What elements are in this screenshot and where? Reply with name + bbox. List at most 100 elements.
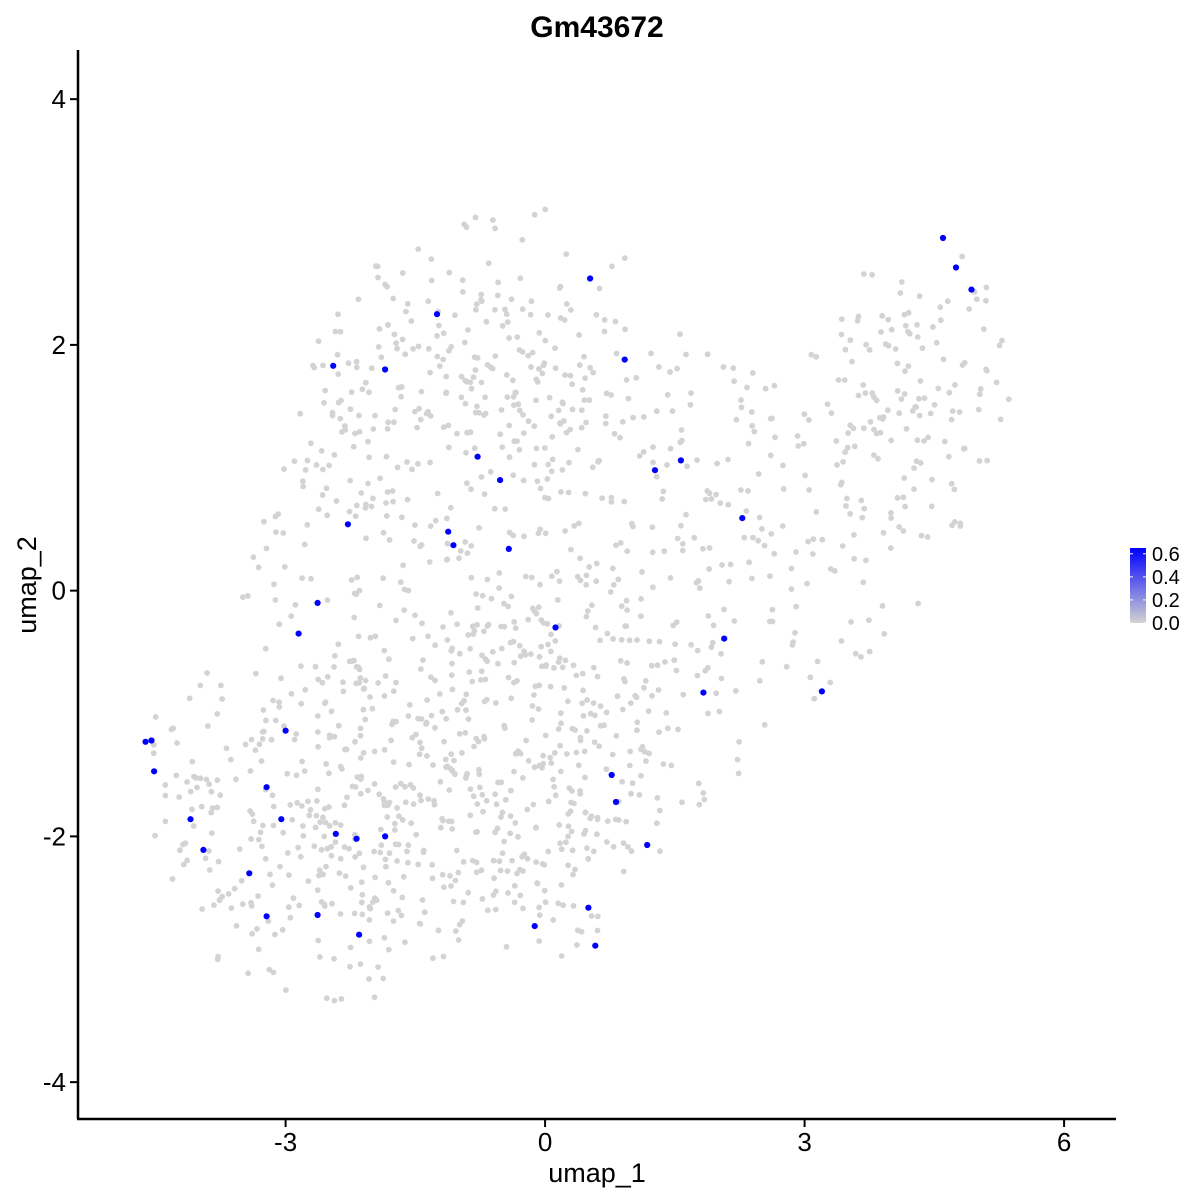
background-point bbox=[463, 691, 470, 698]
background-point bbox=[321, 399, 327, 406]
background-point bbox=[368, 503, 375, 510]
background-point bbox=[898, 279, 905, 285]
background-point bbox=[511, 402, 517, 408]
background-point bbox=[333, 498, 340, 504]
background-point bbox=[852, 650, 859, 657]
expressing-point bbox=[644, 841, 651, 849]
background-point bbox=[356, 850, 363, 857]
background-point bbox=[539, 663, 545, 670]
background-point bbox=[688, 390, 694, 396]
background-point bbox=[418, 797, 424, 804]
background-point bbox=[402, 939, 408, 946]
background-point bbox=[507, 813, 514, 819]
background-point bbox=[466, 669, 473, 675]
background-point bbox=[464, 770, 470, 777]
background-point bbox=[841, 377, 848, 383]
background-point bbox=[348, 389, 355, 395]
expressing-point bbox=[474, 453, 481, 460]
background-point bbox=[696, 801, 703, 808]
background-point bbox=[505, 674, 512, 681]
background-point bbox=[489, 365, 496, 372]
background-point bbox=[519, 853, 525, 860]
background-point bbox=[642, 678, 649, 684]
background-point bbox=[342, 426, 349, 433]
background-point bbox=[502, 796, 509, 803]
background-point bbox=[371, 848, 377, 855]
background-point bbox=[619, 778, 625, 785]
background-point bbox=[409, 734, 416, 741]
background-point bbox=[505, 890, 511, 896]
background-point bbox=[609, 263, 615, 270]
background-point bbox=[258, 758, 265, 764]
background-point bbox=[454, 621, 460, 628]
background-point bbox=[366, 904, 373, 910]
background-point bbox=[256, 741, 263, 748]
background-point bbox=[299, 758, 305, 765]
background-point bbox=[719, 562, 725, 568]
background-point bbox=[549, 433, 556, 440]
background-point bbox=[517, 892, 524, 899]
background-point bbox=[597, 637, 603, 644]
background-point bbox=[324, 673, 331, 680]
background-point bbox=[643, 758, 649, 764]
background-point bbox=[838, 331, 845, 338]
background-point bbox=[482, 394, 488, 401]
expressing-point bbox=[587, 275, 594, 282]
background-point bbox=[334, 351, 341, 358]
background-point bbox=[392, 827, 398, 833]
background-point bbox=[892, 346, 899, 352]
background-point bbox=[668, 762, 675, 769]
background-point bbox=[449, 645, 456, 652]
background-point bbox=[594, 913, 601, 920]
background-point bbox=[414, 424, 420, 431]
background-point bbox=[909, 408, 916, 414]
background-point bbox=[320, 466, 326, 473]
y-axis-ticks: -4 -2 0 2 4 bbox=[43, 84, 78, 1097]
background-point bbox=[301, 768, 308, 774]
background-point bbox=[613, 542, 619, 549]
background-point bbox=[492, 906, 499, 913]
background-point bbox=[645, 708, 652, 714]
expressing-point bbox=[246, 870, 253, 877]
background-point bbox=[861, 505, 868, 512]
background-point bbox=[255, 836, 262, 843]
background-point bbox=[406, 761, 412, 768]
background-point bbox=[680, 691, 687, 698]
background-point bbox=[675, 726, 681, 733]
background-point bbox=[515, 833, 521, 840]
background-point bbox=[617, 434, 623, 441]
background-point bbox=[409, 466, 415, 473]
background-point bbox=[346, 845, 352, 852]
background-point bbox=[859, 514, 866, 521]
background-point bbox=[448, 672, 455, 678]
background-point bbox=[541, 861, 548, 868]
background-point bbox=[446, 347, 452, 354]
background-point bbox=[478, 296, 484, 303]
background-point bbox=[587, 364, 593, 371]
background-point bbox=[358, 899, 365, 906]
background-point bbox=[459, 277, 466, 284]
background-point bbox=[376, 791, 383, 798]
background-point bbox=[434, 353, 441, 360]
background-point bbox=[594, 927, 601, 934]
background-point bbox=[956, 409, 963, 415]
background-point bbox=[392, 406, 399, 413]
background-point bbox=[458, 373, 465, 380]
background-point bbox=[483, 797, 490, 804]
background-point bbox=[949, 408, 956, 414]
background-point bbox=[556, 285, 563, 291]
background-point bbox=[534, 478, 541, 485]
background-point bbox=[323, 485, 330, 492]
background-point bbox=[801, 411, 808, 418]
background-point bbox=[529, 703, 536, 709]
background-point bbox=[609, 565, 616, 572]
background-point bbox=[628, 848, 635, 855]
background-point bbox=[527, 311, 534, 318]
background-point bbox=[436, 363, 443, 369]
background-point bbox=[425, 298, 432, 305]
background-point bbox=[555, 726, 562, 732]
background-point bbox=[347, 944, 354, 951]
background-point bbox=[425, 633, 431, 640]
background-point bbox=[481, 491, 488, 497]
background-point bbox=[999, 337, 1005, 344]
